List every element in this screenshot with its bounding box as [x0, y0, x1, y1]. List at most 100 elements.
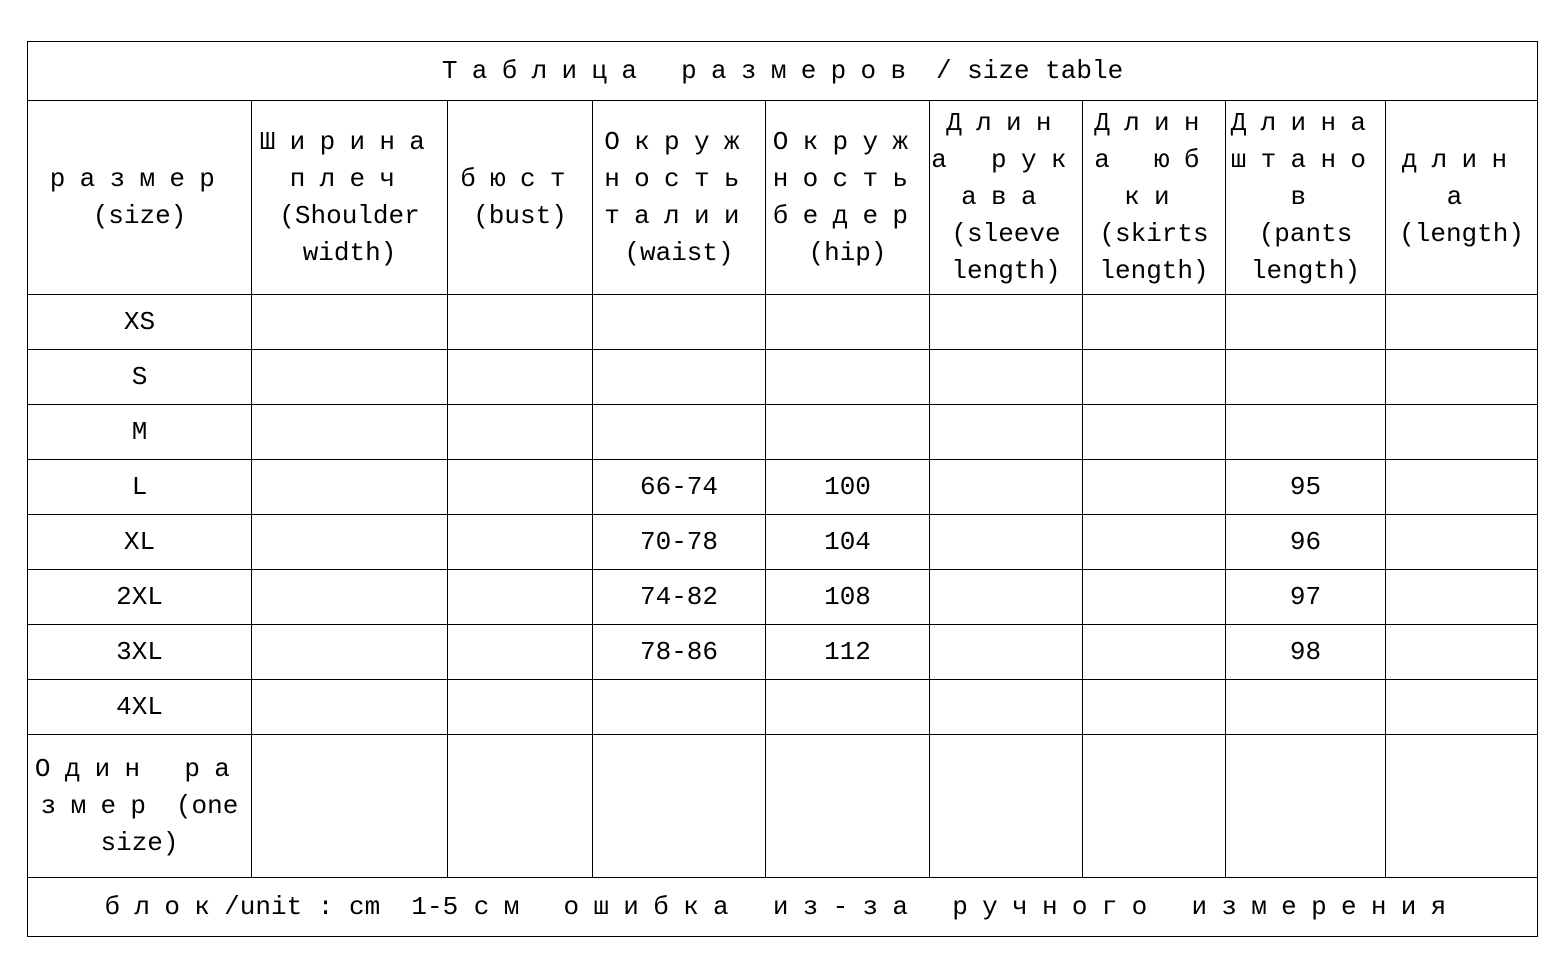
header-line: длин: [1401, 145, 1522, 175]
header-line: штано: [1230, 145, 1381, 175]
table-cell: [592, 294, 766, 350]
table-cell: 78-86: [592, 624, 766, 680]
table-cell: [765, 294, 930, 350]
table-cell: [929, 404, 1083, 460]
column-header: бюст (bust): [447, 100, 593, 295]
header-line: размер: [49, 163, 230, 194]
size-label: Один ра змер (one size): [27, 734, 252, 878]
table-cell: 112: [765, 624, 930, 680]
table-footer-note: блок/unit : cm 1-5 см ошибка из-за ручно…: [26, 877, 1539, 937]
column-header: Окруж ность талии (waist): [592, 100, 766, 295]
header-line: плеч: [289, 163, 410, 194]
table-row: 2XL 74-82 108 97: [27, 569, 1539, 625]
table-cell: [929, 349, 1083, 405]
table-cell: [1384, 734, 1539, 878]
table-cell: [929, 624, 1083, 680]
header-line: (skirts: [1099, 219, 1209, 249]
table-cell: [1225, 294, 1386, 350]
table-cell: [1384, 514, 1539, 570]
header-line: ава: [961, 182, 1051, 212]
header-line: (sleeve: [951, 219, 1061, 249]
size-label: 3XL: [27, 624, 252, 680]
table-cell: [929, 679, 1083, 735]
header-line: талии: [604, 200, 754, 231]
header-line: size): [100, 827, 179, 858]
table-cell: 70-78: [592, 514, 766, 570]
header-line: (size): [92, 200, 187, 231]
header-line: length): [1099, 256, 1209, 286]
column-header: Ширина плеч (Shoulder width): [251, 100, 448, 295]
table-cell: [251, 569, 448, 625]
table-cell: [251, 404, 448, 460]
table-cell: [1225, 679, 1386, 735]
table-cell: [1384, 349, 1539, 405]
table-cell: [251, 734, 448, 878]
size-label: M: [27, 404, 252, 460]
table-cell: [592, 349, 766, 405]
table-cell: [1082, 404, 1226, 460]
table-cell: [929, 569, 1083, 625]
table-cell: [1082, 679, 1226, 735]
table-row: XL 70-78 104 96: [27, 514, 1539, 570]
table-cell: [251, 294, 448, 350]
table-cell: [1384, 569, 1539, 625]
header-line: (bust): [473, 200, 567, 231]
table-cell: [592, 404, 766, 460]
table-cell: [1082, 514, 1226, 570]
table-cell: 95: [1225, 459, 1386, 515]
title-russian: Таблица размеров: [441, 55, 921, 86]
table-cell: [1225, 349, 1386, 405]
table-cell: [1384, 459, 1539, 515]
table-cell: [447, 734, 593, 878]
column-header: длин а (length): [1384, 100, 1539, 295]
table-cell: 74-82: [592, 569, 766, 625]
footer-unit-ru: блок: [104, 891, 225, 922]
table-cell: [447, 514, 593, 570]
table-cell: [447, 459, 593, 515]
table-cell: [1384, 679, 1539, 735]
table-cell: [1225, 734, 1386, 878]
size-table: Таблица размеров / size table размер (siz…: [26, 41, 1539, 937]
table-cell: [251, 459, 448, 515]
header-line: Окруж: [772, 126, 923, 157]
footer-unit: /unit : cm 1-5: [224, 891, 474, 922]
table-cell: [447, 569, 593, 625]
header-line: бюст: [460, 163, 580, 194]
table-row: 3XL 78-86 112 98: [27, 624, 1539, 680]
header-line: в: [1290, 182, 1321, 212]
table-cell: [447, 349, 593, 405]
table-row: L 66-74 100 95: [27, 459, 1539, 515]
header-line: а юб: [1094, 145, 1214, 175]
table-cell: [592, 734, 766, 878]
header-line: Длина: [1230, 108, 1381, 138]
column-header: Длина штано в (pants length): [1225, 100, 1386, 295]
table-cell: [447, 404, 593, 460]
table-cell: 97: [1225, 569, 1386, 625]
table-cell: [929, 514, 1083, 570]
header-line: Длин: [946, 108, 1066, 138]
header-line: ность: [604, 163, 754, 194]
header-line: (hip): [808, 237, 887, 268]
column-header: Длин а рук ава (sleeve length): [929, 100, 1083, 295]
size-label: L: [27, 459, 252, 515]
column-header: Окруж ность бедер (hip): [765, 100, 930, 295]
size-label: XS: [27, 294, 252, 350]
header-line: Окруж: [604, 126, 754, 157]
header-line: бедер: [772, 200, 923, 231]
table-cell: [1384, 294, 1539, 350]
header-line: (Shoulder: [279, 200, 420, 231]
table-cell: [251, 349, 448, 405]
header-line: а: [1446, 182, 1477, 212]
footer-error-note: см ошибка из-за ручного измерения: [473, 891, 1461, 922]
table-cell: [592, 679, 766, 735]
table-cell: [1082, 294, 1226, 350]
table-cell: [765, 679, 930, 735]
table-cell: [1082, 459, 1226, 515]
table-cell: [447, 679, 593, 735]
header-line: (waist): [624, 237, 734, 268]
table-cell: [251, 514, 448, 570]
header-line: ки: [1124, 182, 1184, 212]
table-cell: [251, 679, 448, 735]
table-row: XS: [27, 294, 1539, 350]
table-cell: [1082, 624, 1226, 680]
